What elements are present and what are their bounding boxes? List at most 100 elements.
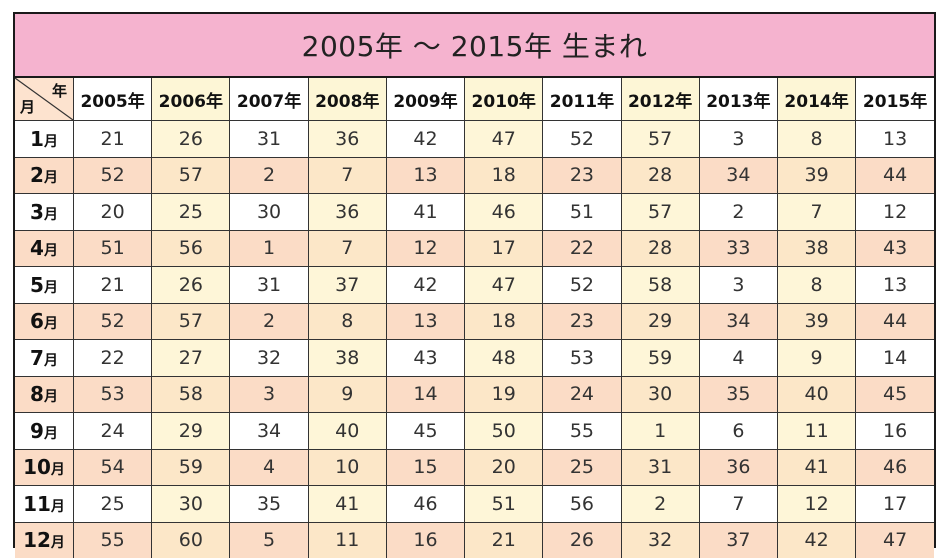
table-cell: 37 <box>698 521 778 558</box>
table-row: 12月 55 60 5 11 16 21 26 32 37 42 47 <box>15 521 934 558</box>
table-cell: 39 <box>776 156 857 194</box>
year-header: 2009年 <box>385 78 466 121</box>
year-header: 2014年 <box>776 78 857 121</box>
table-cell: 45 <box>385 412 466 450</box>
table-cell: 2 <box>698 193 778 231</box>
table-cell: 55 <box>72 521 153 558</box>
table-cell: 32 <box>620 521 700 558</box>
year-header: 2008年 <box>307 78 387 121</box>
month-number: 7 <box>30 345 44 370</box>
table-cell: 17 <box>855 485 934 523</box>
table-cell: 43 <box>855 229 934 267</box>
month-label: 5月 <box>15 266 74 304</box>
table-cell: 31 <box>229 266 309 304</box>
table-cell: 2 <box>620 485 700 523</box>
table-cell: 18 <box>464 156 544 194</box>
table-cell: 7 <box>698 485 778 523</box>
month-label: 4月 <box>15 229 74 267</box>
table-cell: 3 <box>229 375 309 413</box>
table-cell: 20 <box>72 193 153 231</box>
month-label: 9月 <box>15 412 74 450</box>
month-label: 2月 <box>15 156 74 194</box>
table-cell: 56 <box>542 485 622 523</box>
table-cell: 57 <box>151 302 231 340</box>
table-cell: 57 <box>151 156 231 194</box>
table-cell: 11 <box>776 412 857 450</box>
table-cell: 16 <box>385 521 466 558</box>
month-unit: 月 <box>43 279 58 296</box>
table-cell: 12 <box>776 485 857 523</box>
table-cell: 46 <box>855 448 934 486</box>
table-cell: 30 <box>229 193 309 231</box>
table-cell: 13 <box>855 120 934 158</box>
diagonal-line <box>15 78 73 120</box>
table-cell: 29 <box>151 412 231 450</box>
calendar-frame: 2005年 ～ 2015年 生まれ 年 月 2005年 2006年 2007年 200… <box>13 12 936 558</box>
table-cell: 17 <box>464 229 544 267</box>
table-cell: 4 <box>698 339 778 377</box>
table-cell: 53 <box>72 375 153 413</box>
table-cell: 52 <box>72 302 153 340</box>
table-cell: 36 <box>307 120 387 158</box>
table-row: 3月 20 25 30 36 41 46 51 57 2 7 12 <box>15 193 934 231</box>
month-unit: 月 <box>50 498 65 515</box>
month-label: 12月 <box>15 521 74 558</box>
month-number: 1 <box>30 126 44 151</box>
table-cell: 57 <box>620 120 700 158</box>
table-cell: 24 <box>542 375 622 413</box>
table-cell: 9 <box>307 375 387 413</box>
table-cell: 11 <box>307 521 387 558</box>
table-cell: 7 <box>776 193 857 231</box>
table-cell: 25 <box>151 193 231 231</box>
table-cell: 52 <box>542 120 622 158</box>
year-header: 2011年 <box>542 78 622 121</box>
table-cell: 45 <box>855 375 934 413</box>
month-number: 11 <box>23 491 51 516</box>
table-cell: 28 <box>620 156 700 194</box>
year-header: 2007年 <box>229 78 309 121</box>
table-row: 4月 51 56 1 7 12 17 22 28 33 38 43 <box>15 229 934 267</box>
table-cell: 19 <box>464 375 544 413</box>
table-cell: 53 <box>542 339 622 377</box>
table-cell: 50 <box>464 412 544 450</box>
table-cell: 30 <box>620 375 700 413</box>
table-cell: 36 <box>307 193 387 231</box>
month-unit: 月 <box>50 535 65 552</box>
month-number: 8 <box>30 382 44 407</box>
month-unit: 月 <box>43 389 58 406</box>
table-cell: 21 <box>72 120 153 158</box>
table-cell: 38 <box>307 339 387 377</box>
table-cell: 36 <box>698 448 778 486</box>
table-cell: 35 <box>698 375 778 413</box>
year-header: 2015年 <box>855 78 934 121</box>
table-cell: 42 <box>385 120 466 158</box>
month-number: 10 <box>23 455 51 480</box>
table-cell: 1 <box>620 412 700 450</box>
table-cell: 4 <box>229 448 309 486</box>
month-unit: 月 <box>43 133 58 150</box>
month-unit: 月 <box>43 316 58 333</box>
table-row: 9月 24 29 34 40 45 50 55 1 6 11 16 <box>15 412 934 450</box>
table-cell: 34 <box>698 302 778 340</box>
table-cell: 20 <box>464 448 544 486</box>
table-cell: 58 <box>151 375 231 413</box>
table-row: 11月 25 30 35 41 46 51 56 2 7 12 17 <box>15 485 934 523</box>
table-cell: 7 <box>307 229 387 267</box>
table-cell: 34 <box>229 412 309 450</box>
corner-year-label: 年 <box>51 82 67 100</box>
table-row: 5月 21 26 31 37 42 47 52 58 3 8 13 <box>15 266 934 304</box>
table-cell: 51 <box>542 193 622 231</box>
table-cell: 12 <box>855 193 934 231</box>
month-unit: 月 <box>43 425 58 442</box>
table-cell: 42 <box>776 521 857 558</box>
month-label: 11月 <box>15 485 74 523</box>
table-cell: 18 <box>464 302 544 340</box>
month-number: 6 <box>30 309 44 334</box>
table-cell: 59 <box>620 339 700 377</box>
year-header: 2005年 <box>72 78 153 121</box>
table-cell: 8 <box>307 302 387 340</box>
month-number: 2 <box>30 163 44 188</box>
table-cell: 3 <box>698 120 778 158</box>
table-cell: 51 <box>464 485 544 523</box>
table-body: 1月 21 26 31 36 42 47 52 57 3 8 13 2月 52 57 2 7 13 18 23 28 34… <box>15 120 934 558</box>
